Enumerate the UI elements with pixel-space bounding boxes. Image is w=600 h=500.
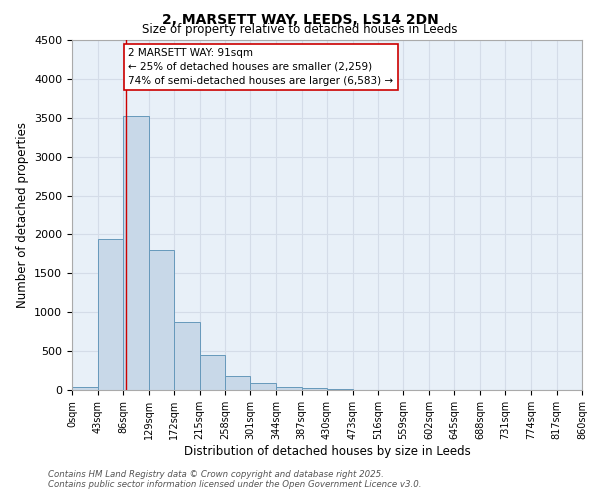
Bar: [199, 354, 225, 390]
Bar: [225, 376, 251, 390]
Text: 2 MARSETT WAY: 91sqm
← 25% of detached houses are smaller (2,259)
74% of semi-de: 2 MARSETT WAY: 91sqm ← 25% of detached h…: [128, 48, 394, 86]
X-axis label: Distribution of detached houses by size in Leeds: Distribution of detached houses by size …: [184, 444, 470, 458]
Bar: [251, 382, 276, 390]
Bar: [97, 239, 123, 390]
Text: Contains HM Land Registry data © Crown copyright and database right 2025.
Contai: Contains HM Land Registry data © Crown c…: [48, 470, 421, 489]
Text: Size of property relative to detached houses in Leeds: Size of property relative to detached ho…: [142, 22, 458, 36]
Text: 2, MARSETT WAY, LEEDS, LS14 2DN: 2, MARSETT WAY, LEEDS, LS14 2DN: [161, 12, 439, 26]
Bar: [276, 386, 302, 390]
Y-axis label: Number of detached properties: Number of detached properties: [16, 122, 29, 308]
Bar: [123, 116, 149, 390]
Bar: [149, 250, 174, 390]
Bar: [302, 388, 327, 390]
Bar: [72, 387, 97, 390]
Bar: [174, 322, 199, 390]
